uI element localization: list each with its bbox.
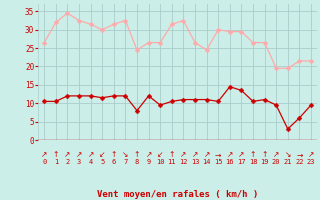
- Text: ↑: ↑: [111, 150, 117, 159]
- Text: ↗: ↗: [308, 150, 314, 159]
- Text: ↙: ↙: [99, 150, 105, 159]
- Text: ↗: ↗: [273, 150, 279, 159]
- Text: ↗: ↗: [87, 150, 94, 159]
- Text: ↑: ↑: [261, 150, 268, 159]
- Text: ↑: ↑: [250, 150, 256, 159]
- Text: ↗: ↗: [204, 150, 210, 159]
- Text: ↗: ↗: [76, 150, 82, 159]
- Text: ↑: ↑: [52, 150, 59, 159]
- Text: ↘: ↘: [122, 150, 129, 159]
- Text: ↑: ↑: [134, 150, 140, 159]
- Text: ↘: ↘: [284, 150, 291, 159]
- Text: ↗: ↗: [180, 150, 187, 159]
- Text: ↗: ↗: [41, 150, 47, 159]
- X-axis label: Vent moyen/en rafales ( km/h ): Vent moyen/en rafales ( km/h ): [97, 190, 258, 199]
- Text: →: →: [215, 150, 221, 159]
- Text: ↗: ↗: [192, 150, 198, 159]
- Text: ↑: ↑: [169, 150, 175, 159]
- Text: ↙: ↙: [157, 150, 164, 159]
- Text: →: →: [296, 150, 303, 159]
- Text: ↗: ↗: [227, 150, 233, 159]
- Text: ↗: ↗: [64, 150, 71, 159]
- Text: ↗: ↗: [145, 150, 152, 159]
- Text: ↗: ↗: [238, 150, 244, 159]
